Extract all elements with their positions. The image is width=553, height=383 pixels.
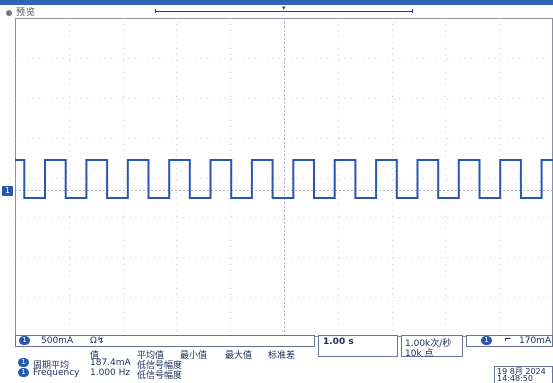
acquisition-status: 预览 (6, 5, 36, 18)
meas-header-min: 最小值 (180, 351, 208, 361)
trigger-level: 170mA (519, 336, 552, 346)
top-accent-bar (0, 0, 553, 5)
graticule-border (15, 18, 553, 337)
ch1-waveform-trace (15, 159, 553, 199)
datetime-panel: 19 8月 2024 14:48:50 (494, 366, 553, 383)
meas-header-max: 最大值 (225, 351, 253, 361)
meas-row1-value: 187.4mA (90, 358, 131, 368)
meas-row2-value: 1.000 Hz (90, 368, 131, 378)
timebase-panel[interactable]: 1.00 s (318, 335, 398, 357)
channel-scale-panel[interactable]: 1 500mA Ω↯ (15, 335, 315, 347)
falling-edge-icon: ⌐ (504, 335, 512, 345)
acquisition-panel[interactable]: 1.00k次/秒 10k 点 (401, 335, 463, 359)
ch1-ground-marker[interactable]: 1 (2, 186, 13, 196)
status-dot-icon (6, 9, 12, 16)
timebase-scale: 1.00 s (323, 337, 354, 347)
trigger-source-badge: 1 (481, 336, 492, 345)
meas-header-stddev: 标准差 (268, 351, 296, 361)
trigger-panel[interactable]: 1 ⌐ 170mA (466, 335, 553, 347)
time-text: 14:48:50 (497, 374, 533, 383)
graticule-lines (15, 18, 553, 337)
ch1-badge: 1 (19, 336, 30, 345)
record-view-bar[interactable] (155, 11, 412, 12)
meas-header-value: 值 (90, 351, 100, 361)
record-length: 10k 点 (405, 349, 434, 359)
ch1-scale-label: 500mA (41, 336, 74, 346)
date-text: 19 8月 2024 (497, 367, 546, 376)
meas-header-mean: 平均值 (137, 351, 165, 361)
record-view-left-tick (155, 9, 156, 13)
graticule (15, 18, 553, 337)
meas-row1-name: 周期平均 (33, 361, 70, 371)
sample-rate: 1.00k次/秒 (405, 339, 452, 349)
trigger-position-icon[interactable]: ▾ (282, 4, 286, 12)
coupling-icon: Ω↯ (90, 336, 105, 346)
meas-row2-name: Frequency (33, 368, 80, 378)
record-view-right-tick (412, 9, 413, 13)
status-text: 预览 (16, 8, 37, 18)
meas-row1-channel-badge: 1 (18, 358, 29, 367)
meas-row2-note: 低信号幅度 (137, 371, 183, 381)
meas-row1-note: 低信号幅度 (137, 361, 183, 371)
meas-row2-channel-badge: 1 (18, 368, 29, 377)
